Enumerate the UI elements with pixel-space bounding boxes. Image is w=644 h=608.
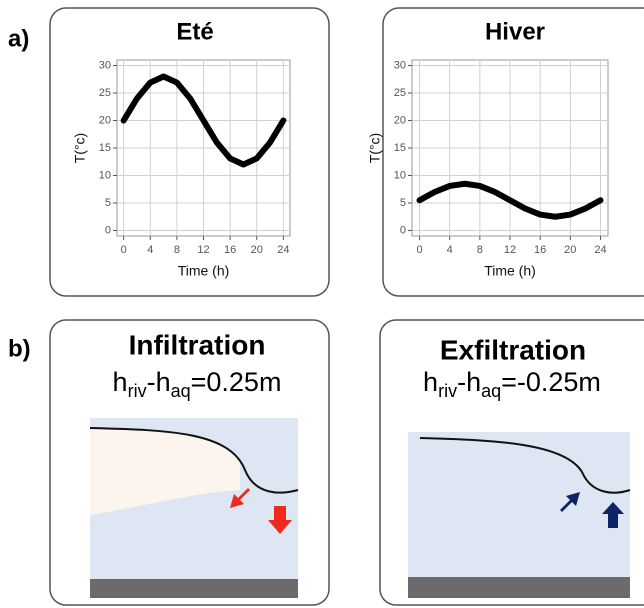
formula-sub: riv (128, 381, 147, 401)
y-tick-label: 0 (400, 224, 406, 236)
bedrock (408, 577, 630, 598)
x-tick-label: 8 (174, 244, 180, 256)
x-tick-label: 8 (477, 244, 483, 256)
diagram: Exfiltration hriv-haq=-0.25m (408, 334, 631, 598)
y-tick-label: 30 (99, 59, 111, 71)
panel-box (49, 319, 330, 606)
formula-part: h (423, 367, 438, 397)
diagram-title: Exfiltration (440, 334, 586, 365)
x-tick-label: 0 (416, 244, 422, 256)
y-tick-label: 10 (99, 169, 111, 181)
x-tick-label: 20 (251, 244, 263, 256)
arrow (230, 488, 250, 508)
x-tick-label: 20 (564, 244, 576, 256)
y-tick-label: 15 (394, 142, 406, 154)
data-line (416, 180, 604, 220)
y-tick-label: 20 (394, 114, 406, 126)
surface-line (89, 427, 299, 494)
chart-title: Hiver (485, 18, 545, 45)
y-tick-label: 0 (105, 224, 111, 236)
x-tick-label: 24 (277, 244, 289, 256)
y-tick-label: 30 (394, 59, 406, 71)
formula-sub: riv (438, 381, 457, 401)
x-axis-label: Time (h) (484, 263, 536, 279)
panel-box (382, 7, 644, 297)
y-tick-label: 10 (394, 169, 406, 181)
panel-label: a) (8, 25, 29, 52)
surface-line (419, 437, 631, 494)
y-tick-label: 5 (105, 197, 111, 209)
formula-part: =0.25m (191, 367, 282, 397)
x-tick-label: 16 (224, 244, 236, 256)
arrow (560, 492, 580, 512)
diagram: Infiltration hriv-haq=0.25m (89, 329, 299, 598)
y-tick-label: 25 (394, 87, 406, 99)
formula-part: -h (457, 367, 481, 397)
x-tick-label: 4 (147, 244, 153, 256)
x-tick-label: 24 (594, 244, 606, 256)
x-tick-label: 12 (197, 244, 209, 256)
chart-title: Eté (176, 18, 213, 45)
y-tick-label: 15 (99, 142, 111, 154)
bedrock (90, 579, 298, 598)
diagram-title: Infiltration (129, 329, 266, 360)
aquifer (408, 432, 630, 598)
unsaturated-zone (90, 428, 240, 515)
y-axis-label: T(°c) (367, 133, 383, 163)
formula-part: =-0.25m (501, 367, 601, 397)
y-tick-label: 25 (99, 87, 111, 99)
arrow (602, 502, 624, 528)
x-tick-label: 0 (121, 244, 127, 256)
y-tick-label: 20 (99, 114, 111, 126)
panel-label: b) (8, 335, 31, 362)
x-tick-label: 4 (447, 244, 453, 256)
y-axis-label: T(°c) (72, 133, 88, 163)
formula-sub: aq (171, 381, 191, 401)
formula-part: h (113, 367, 128, 397)
formula-part: -h (147, 367, 171, 397)
y-tick-label: 5 (400, 197, 406, 209)
panel-box (49, 7, 330, 297)
river (250, 490, 298, 498)
panel-box (379, 319, 644, 606)
formula: hriv-haq=0.25m (113, 367, 282, 401)
x-tick-label: 12 (504, 244, 516, 256)
formula: hriv-haq=-0.25m (423, 367, 601, 401)
data-line (120, 73, 287, 168)
x-tick-label: 16 (534, 244, 546, 256)
x-axis-label: Time (h) (178, 263, 230, 279)
formula-sub: aq (481, 381, 501, 401)
arrow (268, 506, 292, 534)
